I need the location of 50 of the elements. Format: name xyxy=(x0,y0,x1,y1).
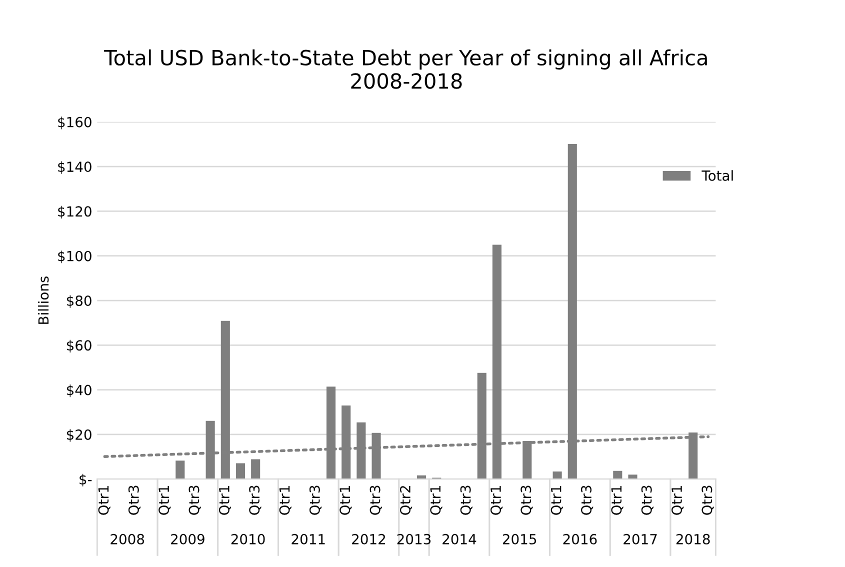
category-label: Qtr3 xyxy=(460,486,472,515)
category-label: 2016 xyxy=(563,534,597,544)
category-label: 2009 xyxy=(171,534,204,544)
category-label: Qtr3 xyxy=(520,486,533,515)
category-label: Qtr3 xyxy=(128,486,141,515)
legend-label: Total xyxy=(702,170,733,181)
category-label: Qtr2 xyxy=(400,486,412,515)
category-label: Qtr3 xyxy=(581,486,594,515)
category-label: Qtr3 xyxy=(641,486,654,515)
category-label: Qtr1 xyxy=(550,486,563,515)
bar xyxy=(251,459,260,480)
category-label: Qtr3 xyxy=(249,486,262,515)
category-label: 2014 xyxy=(442,534,476,544)
bar xyxy=(552,472,562,480)
category-label: Qtr3 xyxy=(702,486,714,515)
y-tick-label: $40 xyxy=(66,384,92,398)
category-label: 2013 xyxy=(397,534,431,544)
y-tick-label: $140 xyxy=(58,161,92,174)
category-label: 2008 xyxy=(110,534,144,544)
category-label: Qtr1 xyxy=(672,486,684,515)
category-label: Qtr3 xyxy=(309,486,322,515)
bar xyxy=(628,474,638,480)
category-label: 2011 xyxy=(292,534,325,544)
category-label: 2017 xyxy=(624,534,657,544)
chart-title: Total USD Bank-to-State Debt per Year of signing all Africa 2008-2018 xyxy=(104,49,707,89)
y-tick-label: $- xyxy=(80,474,92,486)
category-label: Qtr1 xyxy=(430,486,442,515)
category-label: Qtr1 xyxy=(611,486,624,515)
category-label: Qtr1 xyxy=(158,486,171,515)
category-label: Qtr1 xyxy=(279,486,292,515)
category-label: 2018 xyxy=(676,534,710,544)
category-label: Qtr1 xyxy=(490,486,503,515)
y-tick-label: $100 xyxy=(58,250,92,264)
category-label: Qtr3 xyxy=(370,486,382,515)
category-label: Qtr1 xyxy=(218,486,232,515)
category-label: Qtr1 xyxy=(340,486,352,515)
category-label: 2015 xyxy=(502,534,536,544)
y-tick-label: $20 xyxy=(66,429,92,442)
y-tick-label: $60 xyxy=(66,340,92,352)
y-tick-label: $160 xyxy=(58,116,92,130)
category-label: Qtr3 xyxy=(188,486,201,515)
bar xyxy=(176,460,185,480)
y-axis-title: Billions xyxy=(38,276,49,324)
bar xyxy=(613,470,622,480)
category-label: 2012 xyxy=(352,534,386,544)
category-label: Qtr1 xyxy=(98,486,110,515)
y-tick-label: $80 xyxy=(66,295,92,308)
bar xyxy=(236,463,246,480)
y-tick-label: $120 xyxy=(58,206,92,219)
category-label: 2010 xyxy=(231,534,265,544)
